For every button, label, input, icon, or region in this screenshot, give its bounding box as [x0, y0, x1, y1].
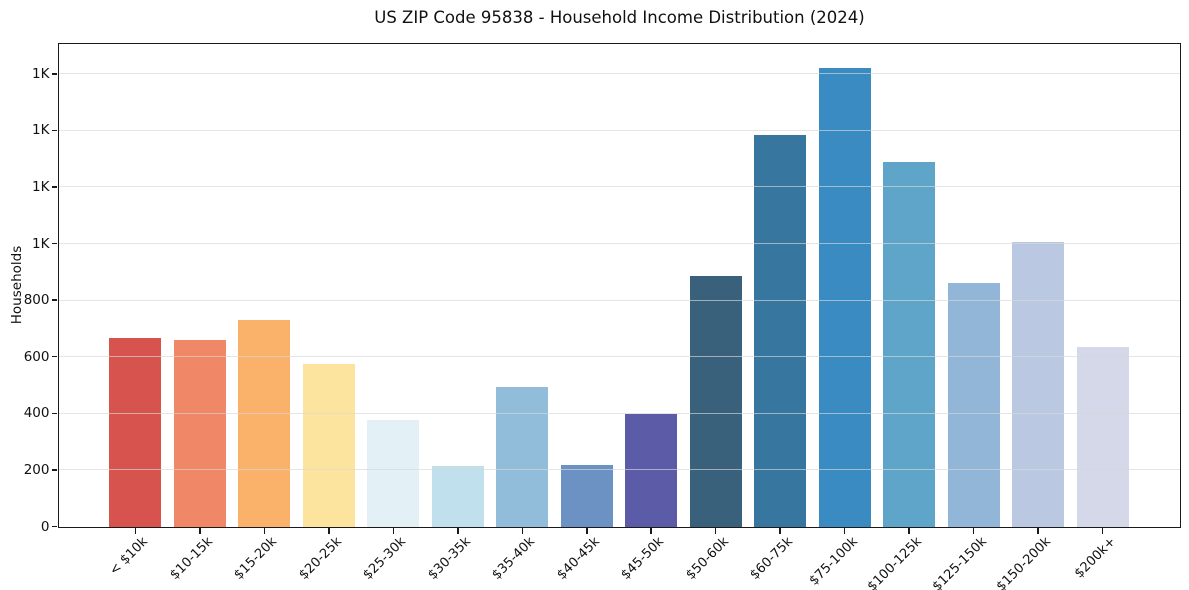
gridline — [58, 186, 1180, 188]
x-tick-label: $50-60k — [683, 533, 732, 583]
bar — [947, 282, 1000, 527]
y-tick-label: 600 — [23, 348, 50, 365]
x-tick-mark — [843, 528, 846, 534]
x-tick-mark — [457, 528, 459, 534]
y-tick-mark — [51, 469, 57, 471]
chart-title: US ZIP Code 95838 - Household Income Dis… — [374, 8, 865, 27]
x-tick-label: $45-50k — [618, 533, 668, 583]
gridline — [58, 73, 1180, 75]
y-tick-mark — [51, 299, 57, 301]
y-tick-label: 800 — [23, 292, 50, 309]
y-tick-label: 1K — [32, 235, 50, 252]
x-tick-label: $15-20k — [231, 533, 281, 583]
x-tick-label: $40-45k — [554, 533, 603, 583]
bar — [754, 134, 807, 527]
x-tick-mark — [586, 528, 588, 534]
x-tick-mark — [779, 528, 781, 534]
y-tick-mark — [51, 129, 57, 132]
bar — [560, 464, 613, 527]
bar — [109, 337, 162, 527]
x-tick-label: < $10k — [107, 533, 152, 578]
x-tick-mark — [1037, 528, 1039, 534]
y-tick-mark — [51, 186, 57, 188]
bar — [689, 276, 742, 527]
bar — [496, 387, 549, 527]
gridline — [58, 469, 1180, 471]
gridline — [58, 356, 1180, 358]
x-tick-mark — [1101, 528, 1104, 534]
y-tick-mark — [51, 412, 57, 415]
y-tick-mark — [51, 355, 57, 358]
x-tick-label: $125-150k — [929, 533, 990, 590]
bar — [1012, 242, 1065, 527]
x-tick-mark — [328, 528, 330, 534]
y-tick-label: 1K — [32, 178, 50, 195]
bar — [818, 67, 871, 527]
bar — [367, 419, 420, 527]
bar — [173, 340, 226, 527]
x-tick-label: $100-125k — [864, 533, 926, 590]
x-tick-mark — [908, 528, 910, 534]
x-tick-mark — [972, 528, 975, 534]
y-tick-label: 400 — [23, 405, 50, 422]
bar — [238, 320, 291, 527]
y-tick-label: 200 — [23, 461, 50, 478]
plot-area: 0 200 400 600 800 1K 1K 1K 1K < $10k $10-15k $15-20… — [24, 42, 1181, 590]
x-tick-label: $25-30k — [360, 533, 410, 583]
y-tick-label: 0 — [40, 518, 50, 535]
y-tick-label: 1K — [32, 65, 50, 82]
x-tick-label: $35-40k — [489, 533, 539, 583]
x-tick-mark — [199, 528, 201, 534]
x-tick-label: $30-35k — [425, 533, 474, 583]
y-tick-mark — [51, 525, 57, 528]
y-tick-mark — [51, 73, 57, 75]
y-axis-label: Households — [9, 245, 25, 325]
x-tick-label: $10-15k — [167, 533, 216, 583]
x-tick-label: $200k+ — [1071, 533, 1119, 581]
bar — [302, 364, 355, 527]
bar — [431, 466, 484, 527]
x-tick-mark — [714, 528, 717, 534]
x-tick-mark — [650, 528, 652, 534]
gridline — [58, 299, 1180, 301]
x-tick-label: $20-25k — [296, 533, 345, 583]
x-tick-mark — [134, 528, 136, 534]
x-tick-label: $75-100k — [806, 533, 861, 589]
gridline — [58, 243, 1180, 245]
x-tick-mark — [521, 528, 523, 534]
x-tick-label: $150-200k — [993, 533, 1055, 590]
gridline — [58, 129, 1180, 131]
y-tick-mark — [51, 242, 57, 245]
x-tick-mark — [263, 528, 265, 534]
x-tick-mark — [392, 528, 394, 534]
gridline — [58, 412, 1180, 414]
bar — [1076, 346, 1129, 527]
y-tick-label: 1K — [32, 122, 50, 139]
bar — [883, 161, 936, 527]
x-tick-label: $60-75k — [747, 533, 797, 583]
